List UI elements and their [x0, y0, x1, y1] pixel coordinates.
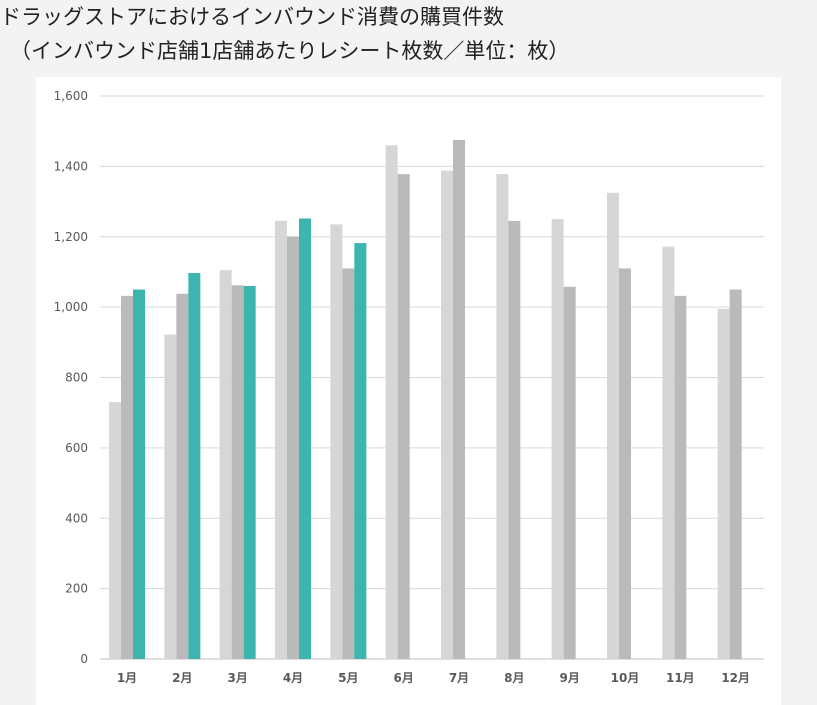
- y-tick-label: 800: [65, 371, 88, 385]
- y-tick-label: 1,000: [54, 300, 88, 314]
- x-tick-label: 2月: [172, 671, 192, 685]
- bar: [453, 139, 465, 659]
- bar: [121, 295, 133, 659]
- x-tick-label: 7月: [449, 671, 469, 685]
- chart-panel: 0 200 400 600 800 1,000 1,200 1,400 1,600 1月 2月 3月 4…: [36, 77, 781, 705]
- bar: [299, 218, 311, 659]
- x-tick-label: 9月: [559, 671, 579, 685]
- bar: [354, 243, 367, 660]
- y-tick-label: 200: [65, 582, 88, 596]
- bar: [496, 174, 509, 659]
- bar: [176, 293, 189, 659]
- bar: [607, 192, 619, 659]
- y-tick-label: 1,200: [54, 230, 88, 244]
- bar: [164, 334, 177, 659]
- x-tick-label: 10月: [611, 671, 640, 685]
- bar: [275, 220, 287, 659]
- bar: [287, 236, 299, 659]
- chart-title: ドラッグストアにおけるインバウンド消費の購買件数 （インバウンド店舗1店舗あたり…: [0, 0, 569, 68]
- chart-title-line1: ドラッグストアにおけるインバウンド消費の購買件数: [0, 5, 504, 29]
- bar: [397, 174, 410, 659]
- bar: [662, 246, 675, 660]
- x-tick-label: 11月: [666, 671, 695, 685]
- bar: [619, 268, 631, 659]
- x-tick-label: 4月: [283, 671, 303, 685]
- bar-chart: 0 200 400 600 800 1,000 1,200 1,400 1,600 1月 2月 3月 4…: [54, 89, 764, 685]
- bar: [219, 270, 232, 659]
- x-tick-label: 1月: [117, 671, 137, 685]
- bar: [563, 286, 576, 659]
- bar: [674, 295, 687, 659]
- bar: [508, 220, 521, 659]
- y-tick-label: 1,600: [54, 89, 88, 103]
- x-tick-label: 5月: [338, 671, 358, 685]
- bar: [441, 170, 453, 659]
- x-tick-label: 12月: [721, 671, 750, 685]
- bar: [717, 308, 730, 659]
- bar: [729, 289, 742, 659]
- bar: [188, 272, 201, 659]
- x-tick-label: 6月: [393, 671, 413, 685]
- bar: [109, 402, 121, 659]
- bar: [342, 268, 355, 659]
- bar: [385, 145, 398, 659]
- bar: [231, 285, 244, 659]
- y-tick-label: 0: [80, 652, 88, 666]
- x-tick-label: 3月: [227, 671, 247, 685]
- bar: [243, 286, 256, 659]
- x-tick-label: 8月: [504, 671, 524, 685]
- bar: [551, 219, 564, 659]
- chart-title-line2: （インバウンド店舗1店舗あたりレシート枚数／単位：枚）: [10, 39, 570, 63]
- y-tick-label: 1,400: [54, 159, 88, 173]
- y-tick-label: 600: [65, 441, 88, 455]
- y-tick-label: 400: [65, 511, 88, 525]
- bar: [133, 289, 145, 659]
- bar: [330, 224, 343, 659]
